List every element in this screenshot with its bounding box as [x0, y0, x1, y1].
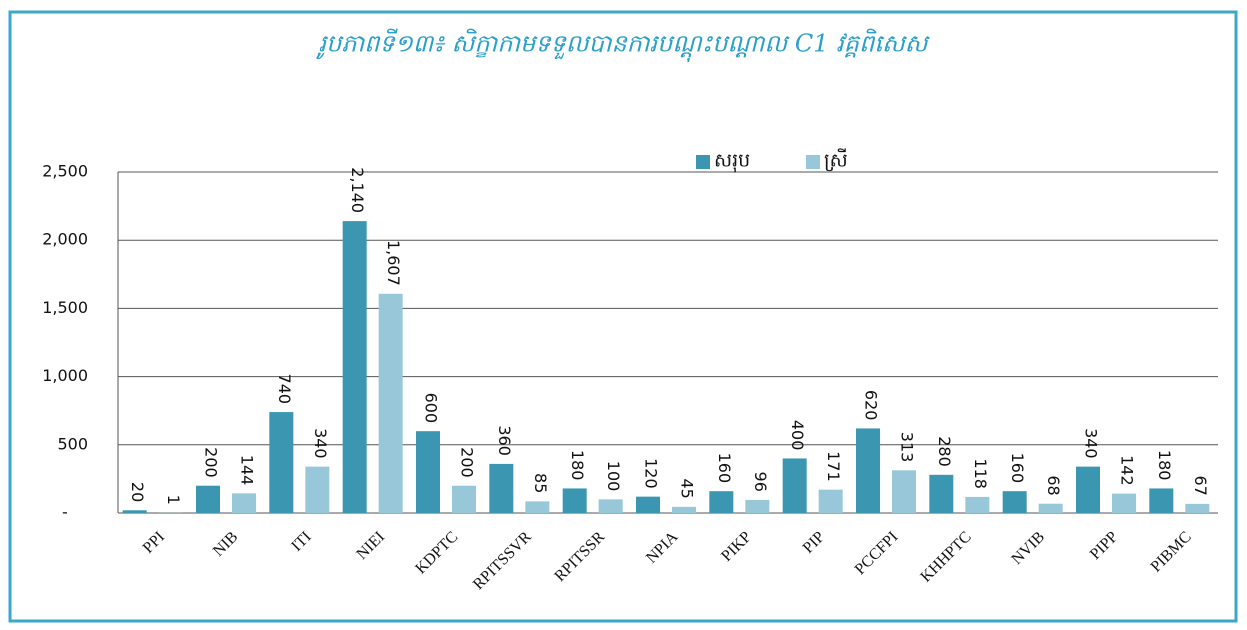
- data-label: 96: [751, 472, 770, 492]
- legend-swatch: [806, 155, 820, 169]
- data-label: 45: [678, 479, 697, 499]
- data-label: 20: [128, 482, 147, 502]
- bar: [416, 431, 440, 513]
- bar: [929, 474, 954, 513]
- data-label: 171: [824, 451, 843, 482]
- data-label: 120: [642, 458, 661, 489]
- data-label: 85: [531, 473, 550, 493]
- bar: [1112, 493, 1136, 513]
- data-label: 280: [935, 436, 954, 467]
- bar: [452, 485, 476, 513]
- legend-label: សរុប: [714, 150, 750, 174]
- data-label: 200: [202, 447, 221, 478]
- bar: [232, 493, 256, 513]
- bar: [562, 488, 587, 513]
- data-label: 180: [1155, 450, 1174, 481]
- data-label: 340: [1082, 428, 1101, 459]
- legend-label: ស្រី: [824, 148, 848, 172]
- legend-swatch: [696, 155, 710, 169]
- y-tick-label: 1,500: [42, 298, 88, 317]
- data-label: 2,140: [348, 167, 367, 213]
- y-tick-label: 1,000: [42, 366, 88, 385]
- y-tick-label: 500: [57, 434, 88, 453]
- bar: [636, 496, 660, 513]
- y-tick-label: -: [62, 503, 68, 522]
- bar: [598, 499, 623, 513]
- data-label: 740: [275, 374, 294, 405]
- data-label: 600: [422, 393, 441, 424]
- bar: [709, 491, 734, 513]
- bar: [305, 466, 330, 513]
- data-label: 142: [1118, 455, 1137, 486]
- data-label: 67: [1191, 476, 1210, 496]
- bar: [782, 458, 807, 513]
- bar: [1002, 491, 1027, 513]
- bar: [1076, 466, 1100, 513]
- bar: [378, 293, 403, 513]
- frame: [8, 10, 1238, 623]
- bar: [122, 510, 147, 513]
- data-label: 180: [568, 450, 587, 481]
- data-label: 200: [458, 447, 477, 478]
- y-tick-label: 2,000: [42, 230, 88, 249]
- y-tick-label: 2,500: [42, 162, 88, 181]
- data-label: 118: [971, 458, 990, 489]
- data-label: 340: [311, 428, 330, 459]
- chart-title: រូបភាពទី១៣៖ សិក្ខាកាមទទួលបានការបណ្តុះបណ្…: [315, 29, 931, 63]
- bar: [525, 501, 550, 513]
- data-label: 160: [715, 453, 734, 484]
- data-label: 144: [238, 455, 257, 486]
- data-label: 620: [862, 390, 881, 421]
- bar: [1149, 488, 1174, 513]
- bar: [1038, 503, 1063, 513]
- bar: [818, 489, 843, 513]
- bar: [745, 499, 770, 513]
- bar: [269, 412, 294, 513]
- data-label: 313: [898, 432, 917, 463]
- bar: [342, 221, 367, 513]
- data-label: 160: [1008, 453, 1027, 484]
- bar: [892, 470, 916, 513]
- data-label: 1: [164, 495, 183, 505]
- bar: [489, 463, 514, 513]
- data-label: 360: [495, 425, 514, 456]
- data-label: 400: [788, 420, 807, 451]
- data-label: 1,607: [384, 240, 403, 286]
- bar: [965, 496, 990, 513]
- bar: [856, 428, 880, 513]
- bar: [1185, 503, 1210, 513]
- data-label: 68: [1044, 475, 1063, 495]
- bar: [672, 506, 696, 513]
- bar: [196, 485, 220, 513]
- data-label: 100: [604, 461, 623, 492]
